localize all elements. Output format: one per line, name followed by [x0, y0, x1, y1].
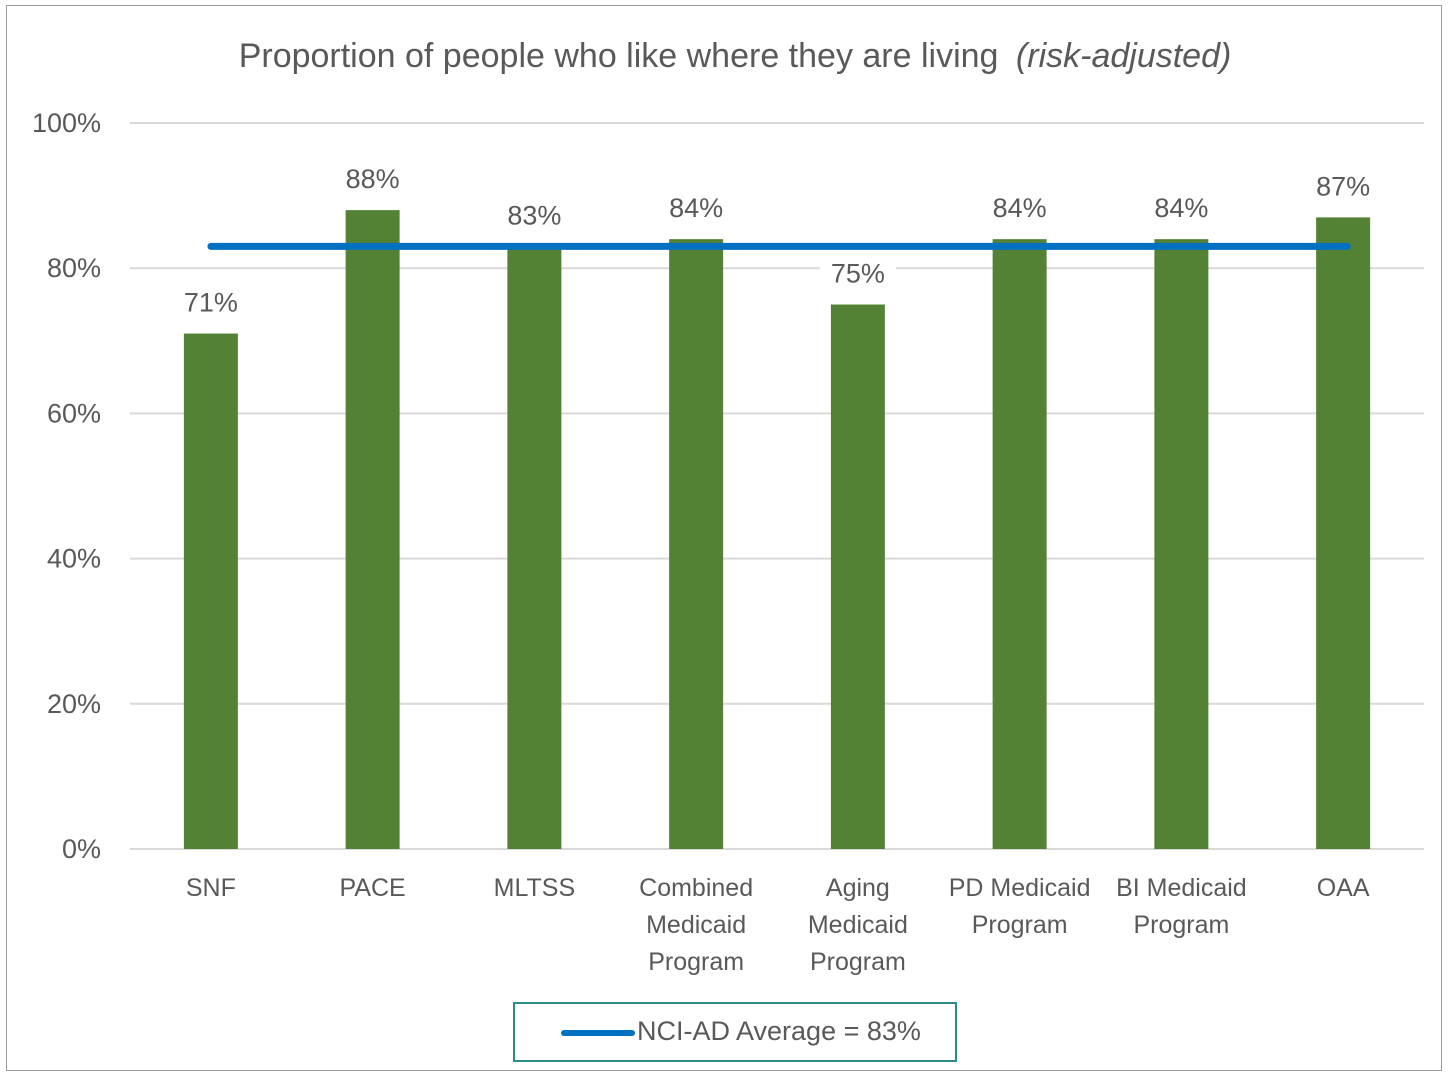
x-category-label: Aging [826, 874, 890, 902]
data-label: 88% [346, 164, 400, 194]
x-category-label: Combined [639, 874, 753, 902]
x-category-label: OAA [1317, 874, 1370, 902]
y-tick-label: 40% [47, 544, 101, 574]
data-label: 83% [507, 200, 561, 230]
y-tick-label: 60% [47, 398, 101, 428]
legend-label: NCI-AD Average = 83% [637, 1016, 921, 1046]
bar [1316, 217, 1371, 849]
x-axis-categories: SNF PACE MLTSS Combined Medicaid Program Aging… [186, 874, 1370, 976]
bar [669, 239, 724, 849]
x-category-label: SNF [186, 874, 236, 902]
x-category-label: Program [972, 911, 1068, 939]
x-category-label: Medicaid [808, 911, 908, 939]
x-category-label: Medicaid [646, 911, 746, 939]
data-label: 75% [831, 259, 885, 289]
bar [345, 210, 400, 849]
x-category-label: Program [648, 948, 744, 976]
y-axis-ticks: 0% 20% 40% 60% 80% 100% [32, 108, 101, 864]
gridlines [130, 122, 1424, 850]
y-tick-label: 0% [62, 834, 101, 864]
bar [1154, 239, 1209, 849]
x-category-label: PD Medicaid [949, 874, 1091, 902]
data-labels: 71% 88% 83% 84% 75% 84% 84% 87% [172, 164, 1370, 318]
chart-title-main: Proportion of people who like where they… [239, 37, 999, 75]
data-label: 84% [1154, 193, 1208, 223]
data-label: 87% [1316, 171, 1370, 201]
y-tick-label: 20% [47, 689, 101, 719]
bars [183, 210, 1371, 850]
x-category-label: PACE [340, 874, 406, 902]
data-label-bg [172, 283, 249, 318]
x-category-label: BI Medicaid [1116, 874, 1247, 902]
bar [183, 333, 238, 849]
x-category-label: MLTSS [494, 874, 576, 902]
bar [992, 239, 1047, 849]
x-category-label: Program [810, 948, 906, 976]
y-tick-label: 80% [47, 253, 101, 283]
data-label-bg [819, 254, 896, 289]
legend: NCI-AD Average = 83% [513, 1002, 957, 1062]
data-label: 84% [669, 193, 723, 223]
bar [507, 246, 562, 850]
data-label: 84% [993, 193, 1047, 223]
chart-title: Proportion of people who like where they… [239, 37, 1232, 75]
x-category-label: Program [1133, 911, 1229, 939]
data-label: 71% [184, 288, 238, 318]
chart-title-suffix: (risk-adjusted) [1016, 37, 1231, 75]
y-tick-label: 100% [32, 108, 101, 138]
bar [830, 304, 885, 849]
legend-line-swatch [561, 1030, 635, 1036]
